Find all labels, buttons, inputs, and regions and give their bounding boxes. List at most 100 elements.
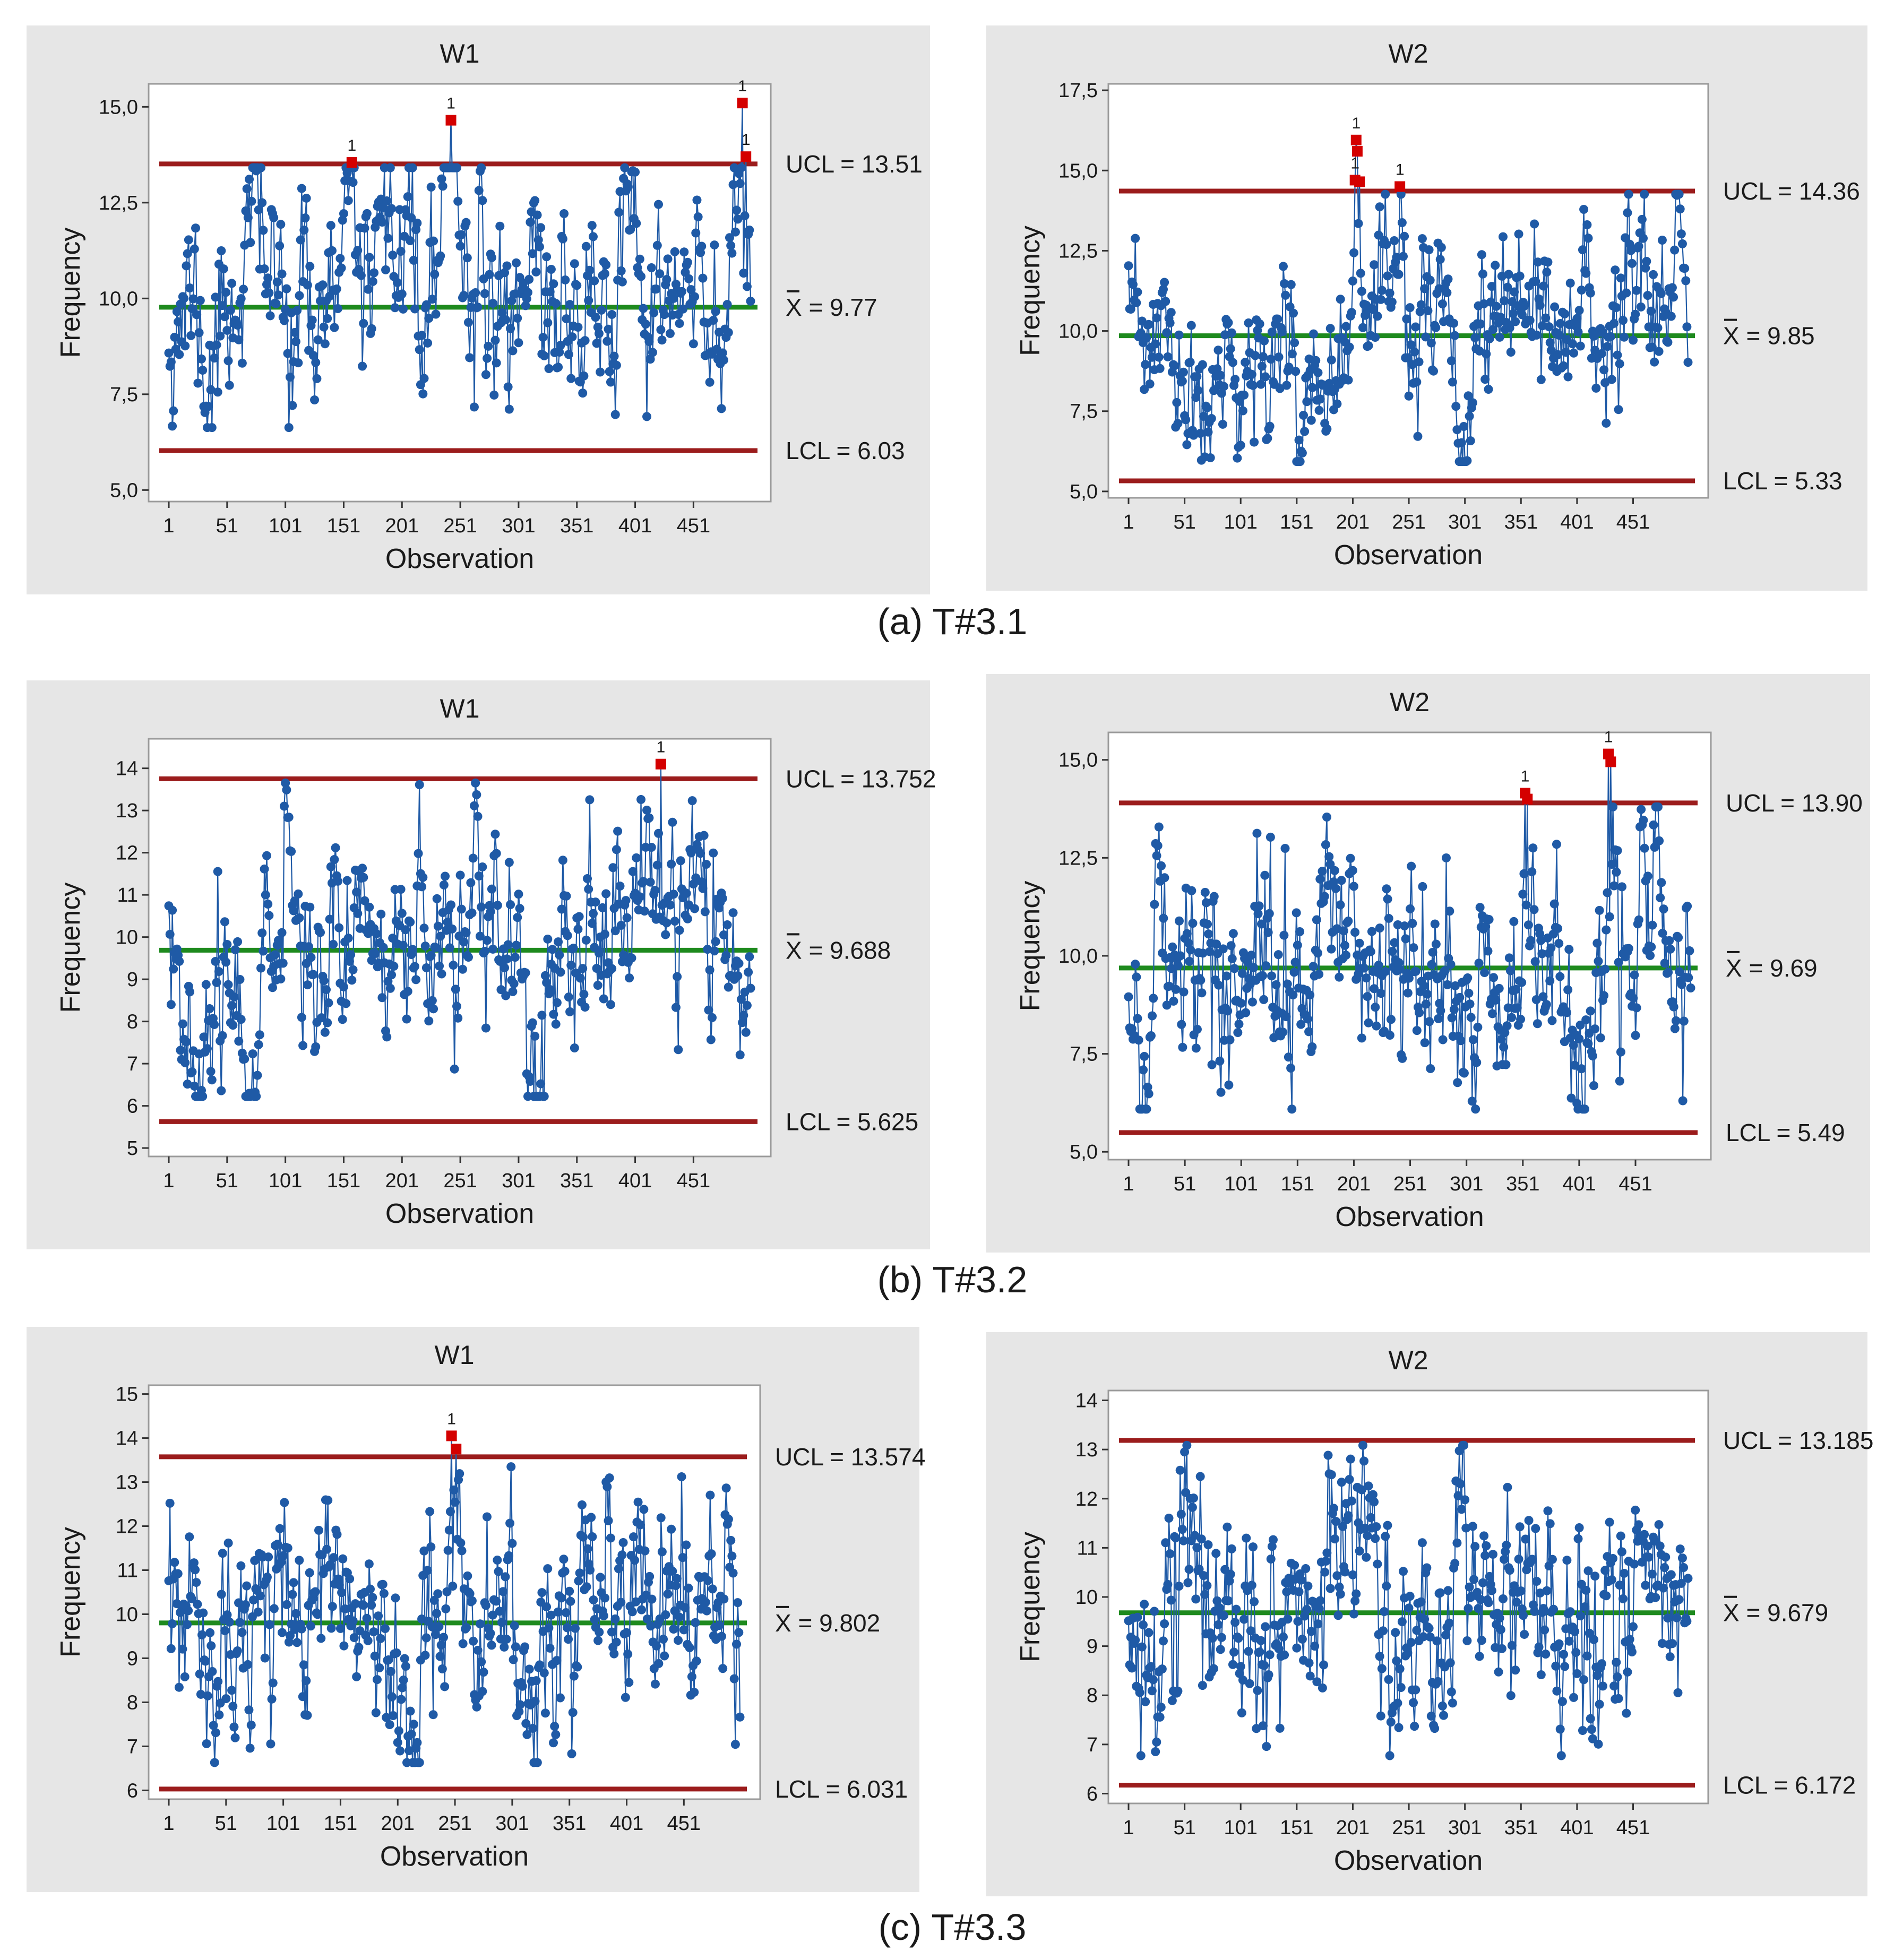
data-point [646, 1621, 656, 1631]
data-point [1261, 1622, 1270, 1631]
data-point [262, 851, 271, 860]
data-point [1582, 1651, 1592, 1661]
data-point [1519, 1611, 1528, 1620]
data-point [291, 337, 300, 347]
lcl-label: LCL = 5.33 [1723, 467, 1843, 495]
data-point [604, 324, 613, 334]
x-tick-label: 251 [443, 515, 477, 537]
rule-flag: 1 [742, 131, 751, 149]
data-point [1349, 1609, 1359, 1619]
data-point [1329, 1504, 1339, 1513]
data-point [270, 950, 280, 960]
data-point [1348, 1570, 1357, 1579]
data-point [1612, 867, 1621, 877]
data-point [1370, 984, 1379, 994]
data-point [1254, 901, 1264, 911]
data-point [1667, 1639, 1677, 1648]
data-point [1528, 843, 1538, 853]
data-point [260, 864, 269, 874]
data-point [1200, 887, 1210, 897]
y-tick-label: 11 [117, 1560, 138, 1582]
data-point [612, 360, 621, 370]
data-point [1403, 353, 1413, 362]
x-tick-label: 201 [385, 515, 419, 537]
data-point [724, 1514, 733, 1524]
data-point [420, 1651, 430, 1660]
data-point [647, 263, 656, 272]
data-point [1576, 341, 1585, 351]
data-point [182, 261, 191, 271]
data-point [1612, 303, 1621, 312]
data-point [1406, 340, 1416, 350]
data-point [298, 1041, 308, 1050]
data-point [1441, 853, 1451, 862]
data-point [1639, 234, 1648, 243]
data-point [607, 310, 617, 320]
data-point [478, 196, 487, 205]
data-point [492, 358, 501, 368]
data-point [1265, 1650, 1275, 1660]
data-point [1459, 1440, 1469, 1450]
data-point [1682, 1617, 1692, 1626]
data-point [1184, 1565, 1194, 1574]
data-point [473, 811, 483, 821]
x-tick-label: 1 [163, 1170, 174, 1192]
data-point [1426, 1064, 1435, 1073]
data-point [1406, 1638, 1416, 1647]
data-point [473, 303, 483, 312]
data-point [1437, 299, 1447, 309]
center-label: X = 9.688 [786, 936, 891, 964]
data-point [1150, 1607, 1159, 1616]
y-tick-label: 7 [1087, 1734, 1098, 1756]
data-point [394, 1726, 403, 1735]
data-point [1144, 320, 1153, 329]
data-point [1208, 1634, 1217, 1643]
data-point [1494, 983, 1504, 993]
data-point [1644, 322, 1654, 332]
data-point [578, 964, 588, 973]
data-point [579, 989, 589, 999]
data-point [386, 1667, 395, 1676]
data-point [698, 273, 708, 283]
data-point [223, 1538, 233, 1548]
data-point [1608, 1554, 1617, 1564]
data-point [1680, 264, 1690, 273]
data-point [1411, 322, 1420, 332]
data-point [1569, 348, 1579, 358]
data-point [1290, 957, 1300, 967]
data-point [1443, 274, 1453, 284]
data-point [1465, 411, 1474, 421]
ucl-label: UCL = 13.574 [775, 1443, 925, 1471]
data-point [1405, 303, 1415, 313]
data-point [690, 904, 700, 913]
data-point [663, 1589, 673, 1599]
data-point [1475, 903, 1485, 912]
center-label: X = 9.802 [775, 1609, 880, 1637]
x-tick-label: 51 [1173, 1817, 1195, 1839]
data-point [1669, 1002, 1678, 1012]
data-point [1199, 412, 1209, 421]
data-point [1310, 1642, 1320, 1651]
data-point [1428, 947, 1437, 957]
data-point [616, 1598, 626, 1607]
data-point [1275, 1723, 1285, 1733]
data-point [1404, 973, 1414, 983]
data-point [1346, 853, 1355, 863]
data-point [423, 338, 433, 348]
center-label: X = 9.69 [1726, 954, 1818, 982]
x-tick-label: 51 [216, 515, 238, 537]
data-point [1377, 1664, 1387, 1673]
data-point [555, 950, 564, 960]
data-point [1239, 390, 1249, 400]
data-point [187, 1067, 197, 1077]
data-point [313, 335, 323, 344]
data-point [698, 884, 708, 893]
data-point [1267, 327, 1277, 337]
data-point [1191, 393, 1201, 402]
data-point [1448, 377, 1457, 387]
data-point [549, 1009, 558, 1019]
data-point [339, 1641, 349, 1651]
data-point [1649, 820, 1658, 830]
data-point [1524, 1516, 1534, 1525]
data-point [1573, 1534, 1583, 1543]
